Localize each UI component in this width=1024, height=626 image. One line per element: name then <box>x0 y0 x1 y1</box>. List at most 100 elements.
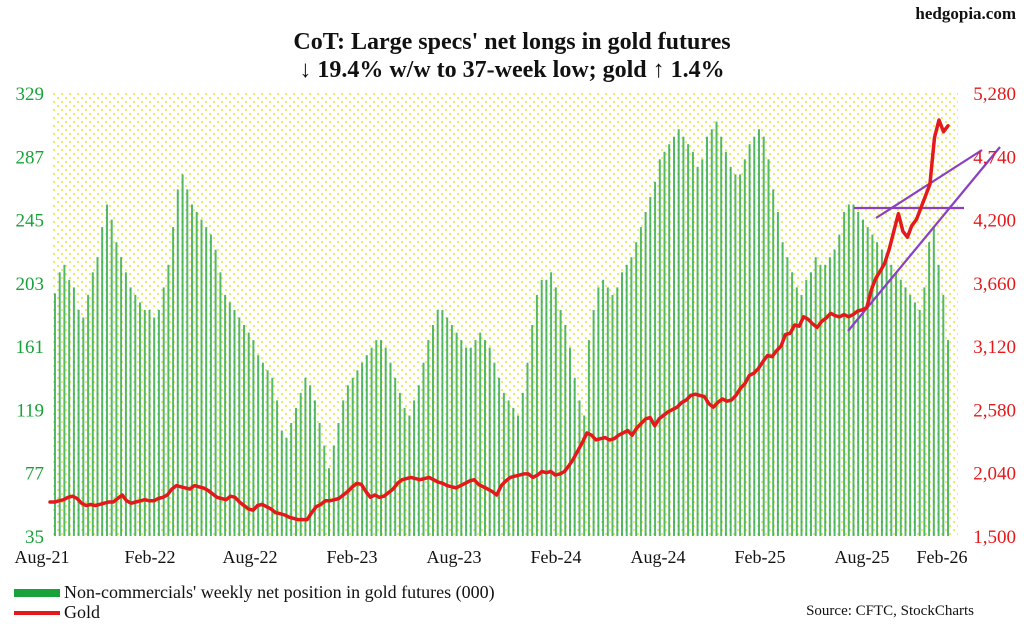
net-position-bar <box>484 340 486 536</box>
net-position-bar <box>257 355 260 536</box>
net-position-bar <box>658 159 661 537</box>
net-position-bar <box>200 219 203 536</box>
left-axis: 35 77 119 161 203 245 287 329 <box>16 84 45 548</box>
net-position-bar <box>389 362 392 536</box>
net-position-bar <box>398 392 401 536</box>
net-position-bar <box>101 227 104 536</box>
right-tick-label: 3,120 <box>973 337 1016 358</box>
net-position-bar <box>772 189 775 536</box>
net-position-bar <box>734 174 737 536</box>
net-position-bar <box>450 325 453 536</box>
net-position-bar <box>422 362 425 536</box>
net-position-bar <box>639 227 642 536</box>
net-position-bar <box>413 400 416 536</box>
net-position-bar <box>706 136 708 536</box>
net-position-bar <box>120 257 123 536</box>
net-position-bar <box>479 332 482 536</box>
net-position-bar <box>313 400 316 536</box>
net-position-bar <box>521 392 524 536</box>
net-position-bar <box>271 377 274 536</box>
x-tick-label: Feb-24 <box>531 547 582 567</box>
x-tick-label: Aug-21 <box>15 547 70 567</box>
net-position-bar <box>290 423 293 536</box>
net-position-bar <box>805 279 808 536</box>
net-position-bar <box>436 310 439 536</box>
net-position-bar <box>677 129 680 536</box>
net-position-bar <box>923 287 926 536</box>
net-position-bar <box>904 287 907 536</box>
x-tick-label: Feb-26 <box>917 547 968 567</box>
x-tick-label: Aug-22 <box>223 547 278 567</box>
net-position-bar <box>309 385 312 536</box>
right-tick-label: 5,280 <box>973 84 1016 105</box>
net-position-bar <box>361 362 364 536</box>
left-tick-label: 287 <box>16 147 45 168</box>
net-position-bar <box>535 294 538 536</box>
net-position-bar <box>205 227 208 536</box>
net-position-bar <box>346 385 349 536</box>
net-position-bar <box>866 227 869 536</box>
net-position-bar <box>540 279 543 536</box>
net-position-bar <box>54 293 56 536</box>
net-position-bar <box>554 287 557 536</box>
net-position-bar <box>691 151 694 537</box>
net-position-bar <box>880 249 883 536</box>
net-position-bar <box>682 136 685 536</box>
net-position-bar <box>767 159 770 537</box>
net-position-bar <box>455 332 458 536</box>
net-position-bar <box>810 272 812 536</box>
net-position-bar <box>913 302 916 536</box>
net-position-bar <box>469 347 472 536</box>
net-position-bar <box>715 121 718 536</box>
net-position-bar <box>243 325 245 536</box>
x-tick-label: Aug-23 <box>427 547 482 567</box>
net-position-bar <box>895 272 897 536</box>
net-position-bar <box>602 279 605 536</box>
right-tick-label: 4,200 <box>973 211 1016 232</box>
net-position-bar <box>87 294 90 536</box>
x-tick-label: Feb-22 <box>125 547 176 567</box>
net-position-bar <box>72 287 75 536</box>
net-position-bar <box>701 159 704 537</box>
net-position-bar <box>191 204 193 536</box>
net-position-bar <box>947 340 949 536</box>
net-position-bar <box>819 264 822 536</box>
net-position-bar <box>403 407 406 536</box>
net-position-bar <box>285 438 288 536</box>
left-tick-label: 35 <box>25 527 44 548</box>
net-position-bar <box>899 279 902 536</box>
net-position-bar <box>295 407 297 536</box>
net-position-bar <box>753 136 756 536</box>
net-position-bar <box>781 242 784 536</box>
net-position-bar <box>323 445 326 536</box>
net-position-bar <box>139 302 141 536</box>
net-position-bar <box>63 264 66 536</box>
net-position-bar <box>110 219 113 536</box>
x-tick-label: Feb-25 <box>735 547 786 567</box>
net-position-bar <box>852 204 855 536</box>
legend-swatch-bars <box>14 588 60 597</box>
net-position-bar <box>668 144 671 536</box>
x-tick-label: Aug-25 <box>835 547 890 567</box>
net-position-bar <box>219 272 222 536</box>
left-tick-label: 329 <box>16 84 45 105</box>
net-position-bar <box>502 392 505 536</box>
net-position-bar <box>247 332 250 536</box>
left-tick-label: 161 <box>16 337 45 358</box>
net-position-bar <box>162 287 165 536</box>
net-position-bar <box>77 310 80 536</box>
net-position-bar <box>587 340 590 536</box>
net-position-bar <box>545 279 548 536</box>
net-position-bar <box>512 407 515 536</box>
net-position-bar <box>758 129 760 536</box>
net-position-bar <box>172 227 175 536</box>
net-position-bar <box>564 325 567 536</box>
net-position-bar <box>724 151 727 537</box>
net-position-bar <box>370 347 373 536</box>
x-axis: Aug-21 Feb-22 Aug-22 Feb-23 Aug-23 Feb-24 Aug-… <box>15 547 968 567</box>
net-position-bar <box>91 272 94 536</box>
net-position-bar <box>616 287 619 536</box>
net-position-bar <box>238 317 241 536</box>
net-position-bar <box>68 279 71 536</box>
net-position-bar <box>862 219 864 536</box>
